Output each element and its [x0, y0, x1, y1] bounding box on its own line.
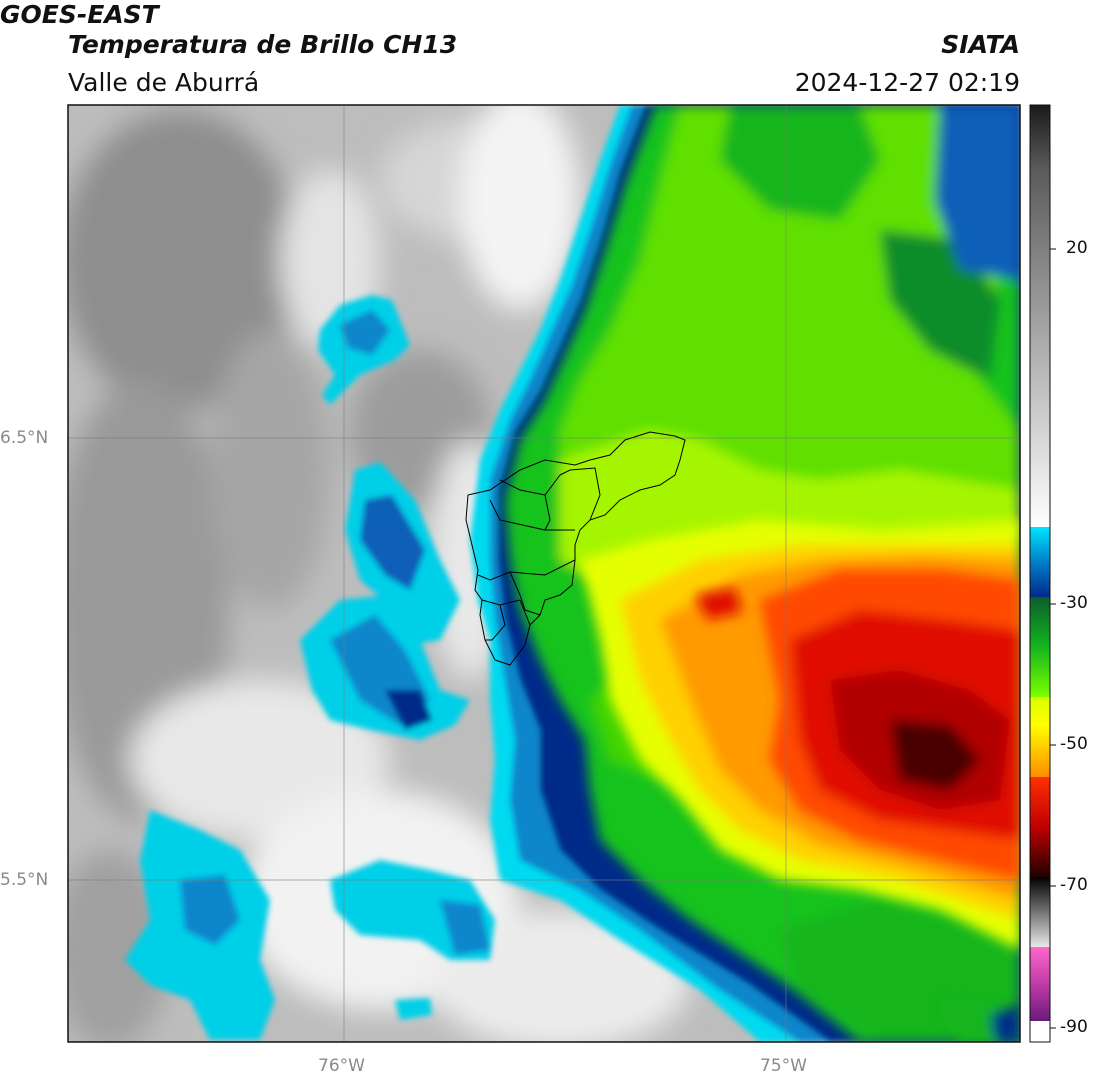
region-label: Valle de Aburrá	[68, 68, 260, 97]
colorbar-tick-label: -70	[1060, 875, 1088, 895]
colorbar-tick-label: -30	[1060, 593, 1088, 613]
colorbar	[1029, 104, 1056, 1043]
lon-tick-label: 75°W	[760, 1056, 807, 1076]
graticule	[68, 105, 1020, 1042]
timestamp-label: 2024-12-27 02:19	[794, 68, 1020, 97]
colorbar-tick-label: -90	[1060, 1017, 1088, 1037]
lat-tick-label: 5.5°N	[0, 870, 49, 890]
product-title: Temperatura de Brillo CH13	[68, 30, 458, 59]
colorbar-tick-label: 20	[1066, 238, 1088, 258]
municipal-boundaries	[465, 431, 686, 666]
lat-tick-label: 6.5°N	[0, 428, 49, 448]
satellite-title: GOES-EAST	[0, 0, 159, 29]
lon-tick-label: 76°W	[318, 1056, 365, 1076]
colorbar-tick-label: -50	[1060, 734, 1088, 754]
brightness-temperature-field	[68, 105, 1020, 1042]
organization-label: SIATA	[941, 30, 1020, 59]
map-frame	[67, 104, 1021, 1043]
